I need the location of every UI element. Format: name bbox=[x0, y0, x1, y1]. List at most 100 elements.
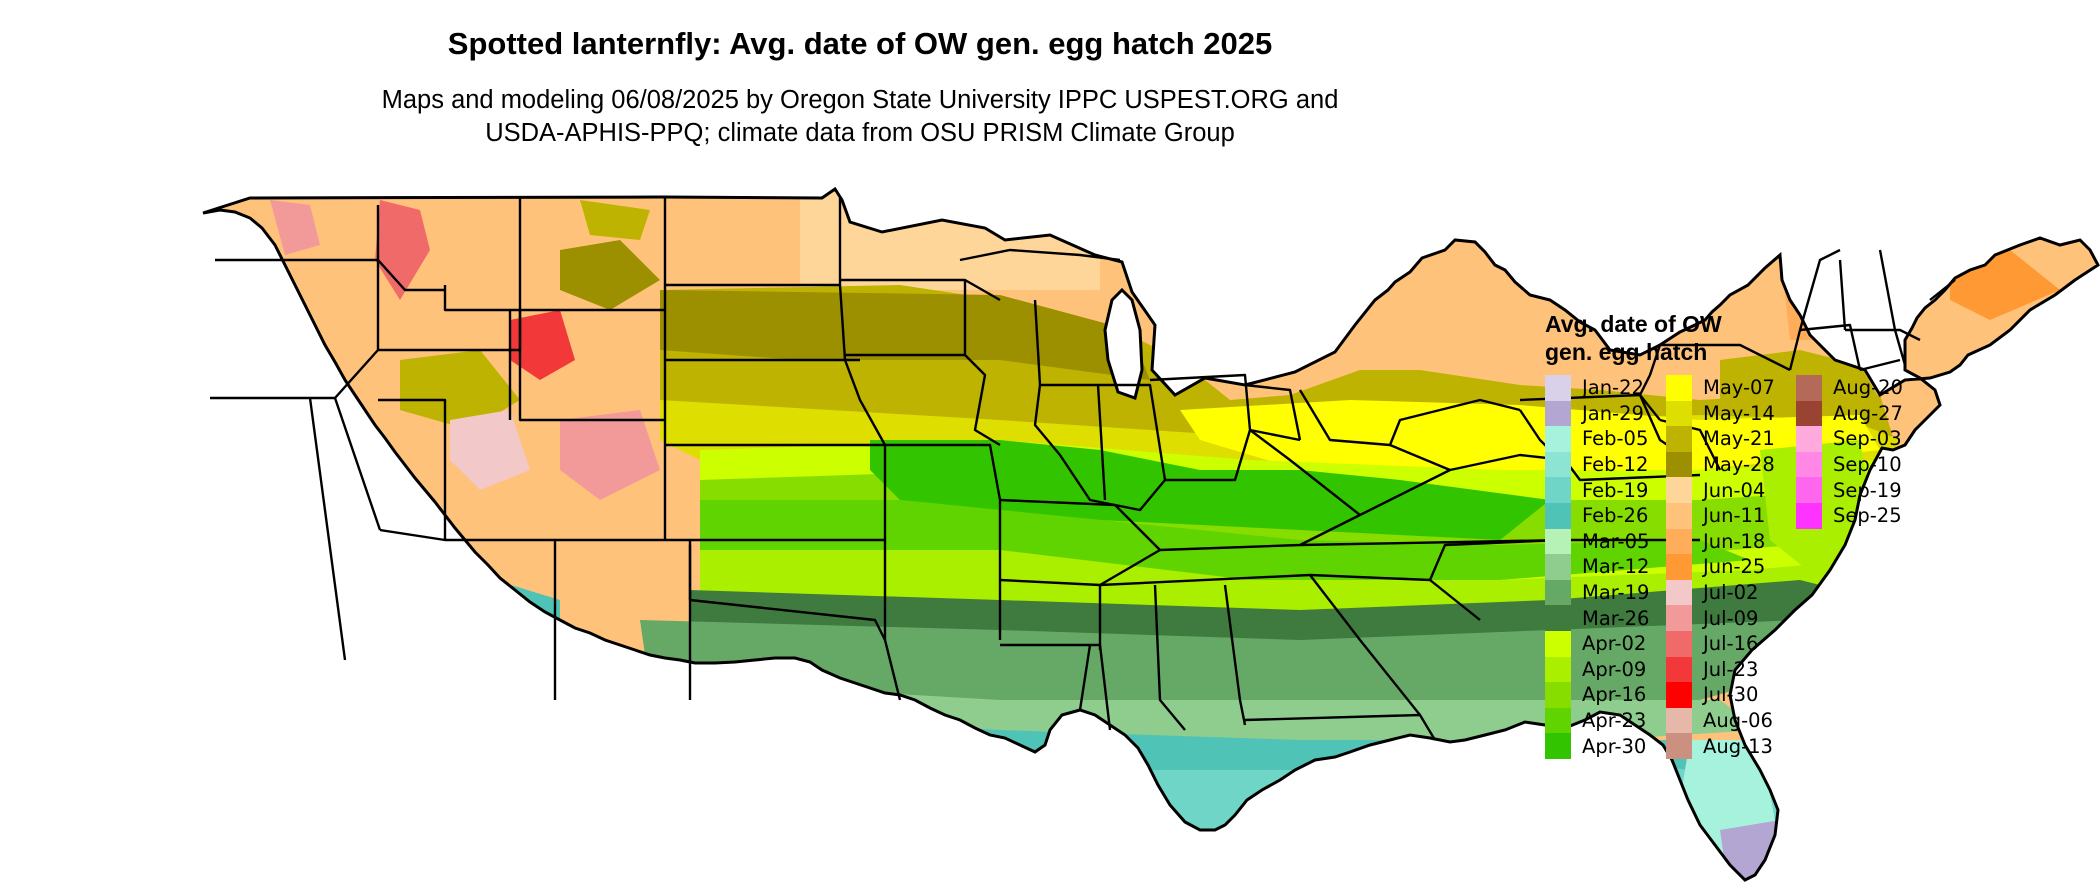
legend-swatch bbox=[1796, 400, 1822, 427]
legend-swatch bbox=[1545, 554, 1571, 580]
legend-item: Aug-27 bbox=[1796, 400, 1903, 427]
zone-jul-23-wy bbox=[510, 310, 575, 380]
legend-swatch bbox=[1666, 375, 1692, 401]
legend-label: May-07 bbox=[1703, 376, 1775, 400]
legend-item: Aug-06 bbox=[1666, 707, 1773, 734]
legend-label: Jan-29 bbox=[1582, 401, 1644, 425]
zone-apr-09-ca bbox=[260, 420, 330, 560]
legend-item: May-14 bbox=[1666, 400, 1775, 427]
legend-label: Mar-12 bbox=[1582, 555, 1650, 579]
legend-title-line-1: Avg. date of OW bbox=[1545, 311, 1722, 337]
legend-label: Jul-30 bbox=[1703, 683, 1759, 707]
legend-label: May-28 bbox=[1703, 453, 1775, 477]
legend-swatch bbox=[1545, 707, 1571, 734]
legend-item: Feb-05 bbox=[1545, 426, 1648, 452]
legend-item: Jul-16 bbox=[1666, 631, 1758, 657]
legend-label: Mar-26 bbox=[1582, 606, 1650, 630]
legend-swatch bbox=[1545, 375, 1571, 401]
legend-swatch bbox=[1796, 426, 1822, 452]
legend-item: Mar-19 bbox=[1545, 579, 1650, 606]
legend-label: Jul-02 bbox=[1703, 581, 1759, 605]
legend-item: Jul-02 bbox=[1666, 579, 1759, 606]
legend-item: Mar-05 bbox=[1545, 528, 1650, 555]
legend-label: Mar-05 bbox=[1582, 529, 1650, 553]
legend-swatch bbox=[1545, 656, 1571, 683]
legend-swatch bbox=[1545, 503, 1571, 529]
legend-swatch bbox=[1666, 682, 1692, 708]
legend-swatch bbox=[1666, 579, 1692, 606]
legend-swatch bbox=[1666, 528, 1692, 555]
legend-swatch bbox=[1666, 631, 1692, 657]
legend-swatch bbox=[1666, 707, 1692, 734]
legend-label: Jun-18 bbox=[1703, 529, 1766, 553]
legend-item: May-28 bbox=[1666, 451, 1775, 478]
legend-label: Jul-16 bbox=[1703, 632, 1759, 656]
legend-item: Jan-29 bbox=[1545, 400, 1644, 427]
legend-swatch bbox=[1545, 733, 1571, 759]
legend-label: May-21 bbox=[1703, 427, 1775, 451]
legend-label: Sep-03 bbox=[1833, 427, 1902, 451]
legend-label: Aug-27 bbox=[1833, 401, 1903, 425]
legend-item: Jan-22 bbox=[1545, 375, 1644, 401]
zone-may-28-wy bbox=[560, 240, 660, 310]
legend-item: Aug-13 bbox=[1666, 733, 1773, 759]
legend-label: Jun-11 bbox=[1703, 504, 1766, 528]
legend-item: Feb-12 bbox=[1545, 451, 1649, 478]
zone-may-21-mt bbox=[580, 200, 650, 240]
legend-label: Apr-16 bbox=[1582, 683, 1647, 707]
zone-may-07 bbox=[1180, 400, 1880, 470]
legend-label: Feb-12 bbox=[1582, 453, 1649, 477]
legend-item: May-07 bbox=[1666, 375, 1775, 401]
legend-swatch bbox=[1666, 503, 1692, 529]
legend-label: Jul-09 bbox=[1703, 606, 1759, 630]
legend-label: Sep-25 bbox=[1833, 504, 1902, 528]
subtitle-line-2: USDA-APHIS-PPQ; climate data from OSU PR… bbox=[485, 119, 1235, 147]
legend-item: Jun-18 bbox=[1666, 528, 1766, 555]
legend-item: Mar-26 bbox=[1545, 605, 1649, 631]
legend-label: Aug-20 bbox=[1833, 376, 1903, 400]
legend-item: Jul-09 bbox=[1666, 605, 1758, 631]
legend-title: Avg. date of OW gen. egg hatch bbox=[1545, 310, 1722, 366]
legend-item: Apr-16 bbox=[1545, 682, 1646, 708]
legend-label: Aug-06 bbox=[1703, 709, 1773, 733]
legend-item: Jun-11 bbox=[1666, 503, 1765, 529]
legend-swatch bbox=[1545, 451, 1571, 478]
legend-label: Sep-19 bbox=[1833, 478, 1902, 502]
zone-feb-19 bbox=[700, 750, 1780, 880]
legend-swatch bbox=[1666, 426, 1692, 452]
legend-swatch bbox=[1666, 451, 1692, 478]
legend-swatch bbox=[1545, 631, 1571, 657]
legend-swatch bbox=[1666, 400, 1692, 427]
legend-label: Sep-10 bbox=[1833, 453, 1902, 477]
zone-jan-29-florida bbox=[1720, 820, 1790, 880]
legend-item: Jul-23 bbox=[1666, 656, 1759, 683]
legend-swatch bbox=[1796, 451, 1822, 478]
legend-label: Jun-04 bbox=[1703, 478, 1766, 502]
legend-item: Apr-30 bbox=[1545, 733, 1646, 759]
legend-swatch bbox=[1796, 477, 1822, 503]
legend-label: May-14 bbox=[1703, 401, 1775, 425]
zone-jul-16-idaho bbox=[375, 200, 430, 300]
legend-item: Sep-10 bbox=[1796, 451, 1902, 478]
map-title: Spotted lanternfly: Avg. date of OW gen.… bbox=[447, 26, 1273, 61]
legend-item: Apr-23 bbox=[1545, 707, 1647, 734]
legend-label: Apr-23 bbox=[1582, 709, 1647, 733]
subtitle-line-1: Maps and modeling 06/08/2025 by Oregon S… bbox=[381, 86, 1339, 114]
legend-label: Apr-09 bbox=[1582, 657, 1647, 681]
legend-item: Mar-12 bbox=[1545, 554, 1649, 580]
legend-label: Apr-02 bbox=[1582, 632, 1647, 656]
legend-item: Apr-09 bbox=[1545, 656, 1647, 683]
zone-may-21-mtn bbox=[400, 350, 520, 430]
legend-item: Jun-04 bbox=[1666, 477, 1765, 503]
legend-swatch bbox=[1545, 605, 1571, 631]
legend-label: Feb-05 bbox=[1582, 427, 1649, 451]
zone-may-28-north bbox=[660, 290, 1150, 380]
legend-item: Sep-03 bbox=[1796, 426, 1902, 452]
legend-label: Mar-19 bbox=[1582, 581, 1650, 605]
legend-swatch bbox=[1545, 579, 1571, 606]
legend-swatch bbox=[1545, 528, 1571, 555]
legend-item: Jun-25 bbox=[1666, 554, 1765, 580]
zone-apr-30 bbox=[870, 440, 1550, 540]
legend-label: Jul-23 bbox=[1703, 657, 1759, 681]
